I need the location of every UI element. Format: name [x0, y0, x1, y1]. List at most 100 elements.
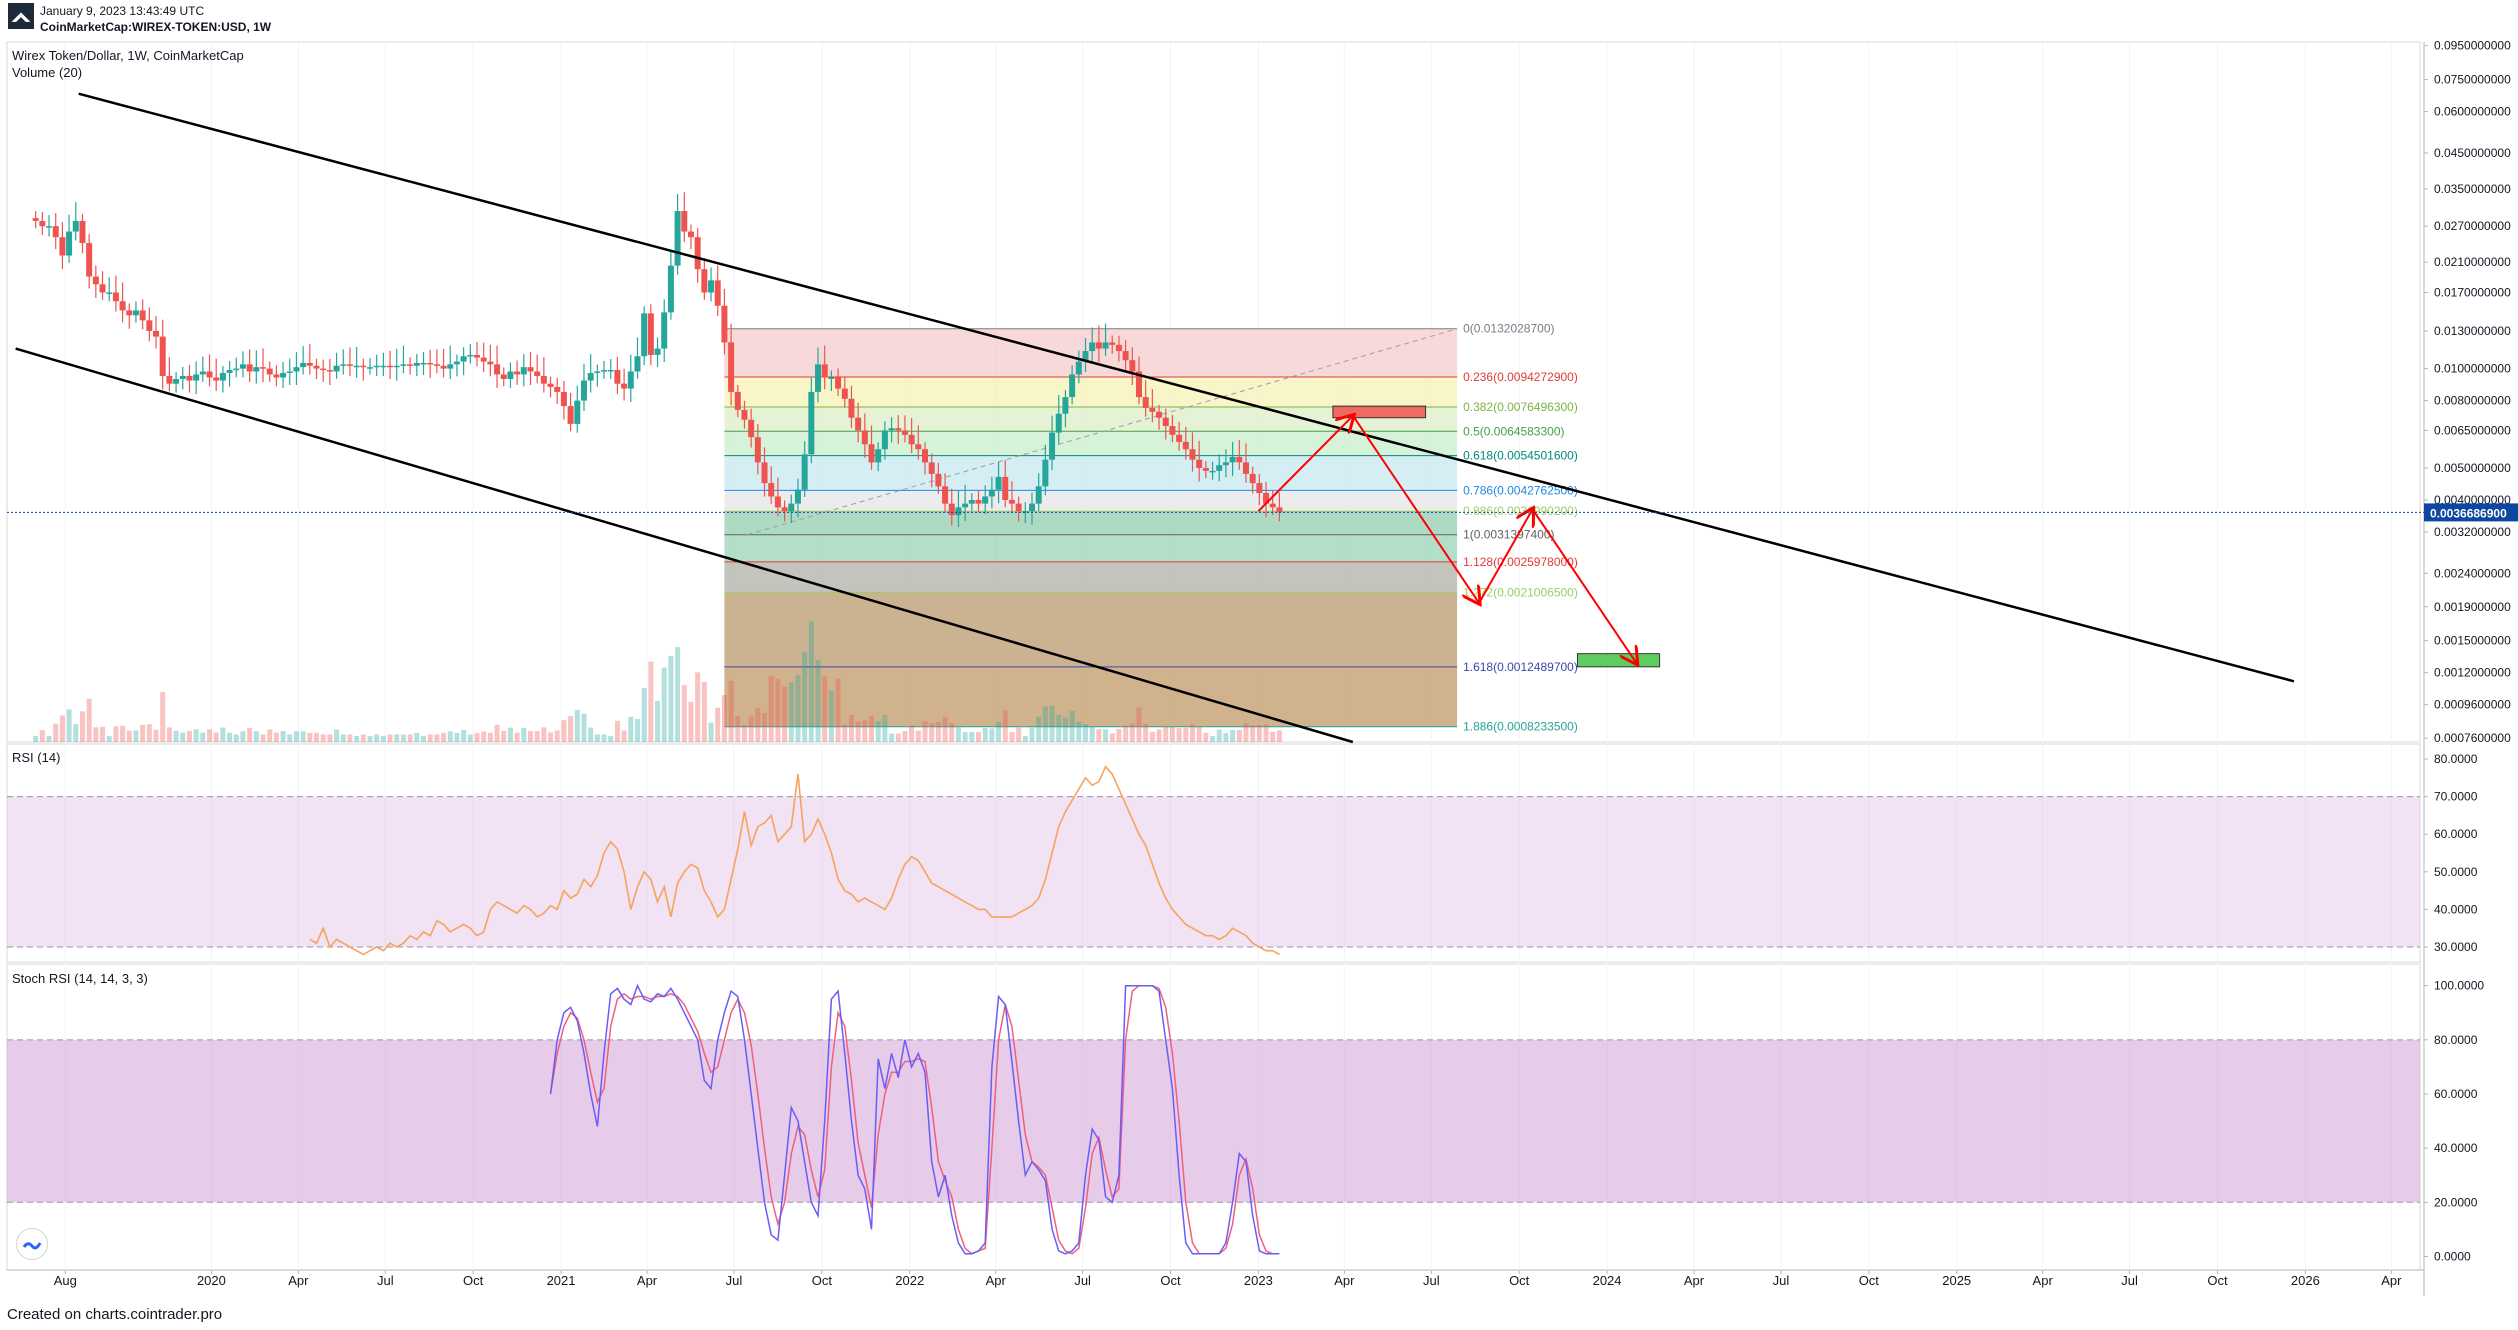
volume-bar	[541, 727, 547, 742]
volume-bar	[193, 729, 199, 742]
volume-bar	[929, 723, 935, 742]
fib-band	[724, 490, 1458, 512]
candle-body	[721, 305, 728, 343]
volume-bar	[66, 709, 72, 742]
candle-body	[273, 374, 280, 378]
price-tick-label: 0.0024000000	[2434, 566, 2511, 580]
volume-bar	[822, 676, 828, 742]
candle-body	[1022, 511, 1029, 513]
volume-bar	[701, 681, 707, 742]
candle-body	[1002, 476, 1009, 501]
volume-bar	[755, 707, 761, 742]
candle-body	[313, 365, 320, 369]
volume-bar	[675, 647, 681, 742]
rsi-axis: 80.0000 70.0000 60.0000 50.0000 40.0000 30.00…	[2424, 752, 2478, 954]
volume-bar	[273, 732, 279, 742]
candle-body	[373, 365, 380, 368]
rsi-tick-label: 30.0000	[2434, 940, 2478, 954]
fib-level-label: 1.128(0.0025978000)	[1463, 555, 1578, 569]
candle-body	[841, 388, 848, 399]
candle-body	[534, 371, 541, 376]
volume-bar	[688, 701, 694, 742]
volume-bar	[46, 736, 52, 742]
volume-bar	[73, 724, 79, 742]
projection-arrow	[1257, 416, 1353, 512]
time-tick-label: Jul	[1773, 1273, 1790, 1288]
volume-bar	[307, 732, 313, 742]
time-tick-label: 2023	[1244, 1273, 1273, 1288]
candle-body	[627, 371, 634, 389]
chart-canvas[interactable]: Aug 2020 Apr Jul Oct 2021 Apr Jul Oct 2022 Apr Jul O…	[0, 0, 2518, 1300]
volume-bar	[655, 700, 661, 742]
candle-body	[353, 365, 360, 368]
time-tick-label: 2020	[197, 1273, 226, 1288]
candle-body	[1202, 468, 1209, 471]
volume-bar	[247, 728, 253, 742]
candle-body	[239, 364, 246, 369]
candle-body	[226, 370, 233, 373]
time-axis: Aug 2020 Apr Jul Oct 2021 Apr Jul Oct 2022 Apr Jul O…	[54, 1270, 2402, 1288]
volume-bar	[1009, 731, 1015, 742]
candle-body	[1069, 374, 1076, 398]
time-tick-label: Jul	[726, 1273, 743, 1288]
volume-bar	[1136, 707, 1142, 742]
volume-bar	[327, 734, 333, 742]
candle-body	[621, 383, 628, 389]
rsi-tick-label: 50.0000	[2434, 865, 2478, 879]
candle-body	[601, 370, 608, 372]
volume-bar	[1196, 726, 1202, 742]
fib-band	[724, 328, 1458, 378]
volume-bar	[681, 685, 687, 742]
candle-body	[206, 371, 213, 378]
candle-body	[380, 365, 387, 368]
last-price-badge	[2424, 503, 2518, 522]
tradingview-icon[interactable]	[16, 1228, 48, 1260]
volume-bar	[1082, 724, 1088, 742]
price-tick-label: 0.0100000000	[2434, 362, 2511, 376]
volume-bar	[869, 715, 875, 742]
fib-level-label: 1.886(0.0008233500)	[1463, 720, 1578, 734]
volume-bar	[86, 698, 92, 742]
candle-body	[66, 231, 73, 256]
candle-body	[92, 276, 99, 285]
volume-bar	[1002, 710, 1008, 742]
volume-bar	[441, 732, 447, 742]
time-tick-label: Apr	[1334, 1273, 1355, 1288]
volume-bar	[527, 731, 533, 742]
volume-bar	[735, 715, 741, 742]
candle-body	[1169, 426, 1176, 435]
volume-bar	[1143, 723, 1149, 742]
volume-bar	[220, 727, 226, 742]
time-tick-label: Apr	[2381, 1273, 2402, 1288]
candle-body	[681, 211, 688, 232]
symbol-info: CoinMarketCap:WIREX-TOKEN:USD, 1W	[40, 20, 272, 34]
candle-body	[988, 489, 995, 497]
time-tick-label: Oct	[1160, 1273, 1181, 1288]
volume-bar	[280, 730, 286, 742]
volume-bar	[634, 718, 640, 742]
volume-bar	[166, 727, 172, 742]
candle-body	[507, 371, 514, 380]
candle-body	[440, 365, 447, 369]
candle-body	[1035, 486, 1042, 504]
volume-bar	[314, 732, 320, 742]
volume-bar	[935, 722, 941, 742]
volume-bar	[1129, 723, 1135, 742]
fib-level-label: 1(0.0031397400)	[1463, 528, 1554, 542]
candle-body	[781, 507, 788, 512]
volume-bar	[374, 734, 380, 742]
candle-body	[975, 500, 982, 504]
rsi-band	[7, 796, 2420, 947]
volume-bar	[875, 721, 881, 742]
volume-bar	[862, 720, 868, 742]
volume-bar	[347, 734, 353, 742]
candle-body	[955, 507, 962, 516]
candle-body	[447, 364, 454, 369]
candle-body	[39, 220, 46, 227]
volume-bar	[768, 676, 774, 742]
volume-bar	[1223, 732, 1229, 742]
volume-bar	[982, 727, 988, 742]
candle-body	[774, 496, 781, 508]
candle-body	[888, 428, 895, 431]
rsi-tick-label: 80.0000	[2434, 752, 2478, 766]
